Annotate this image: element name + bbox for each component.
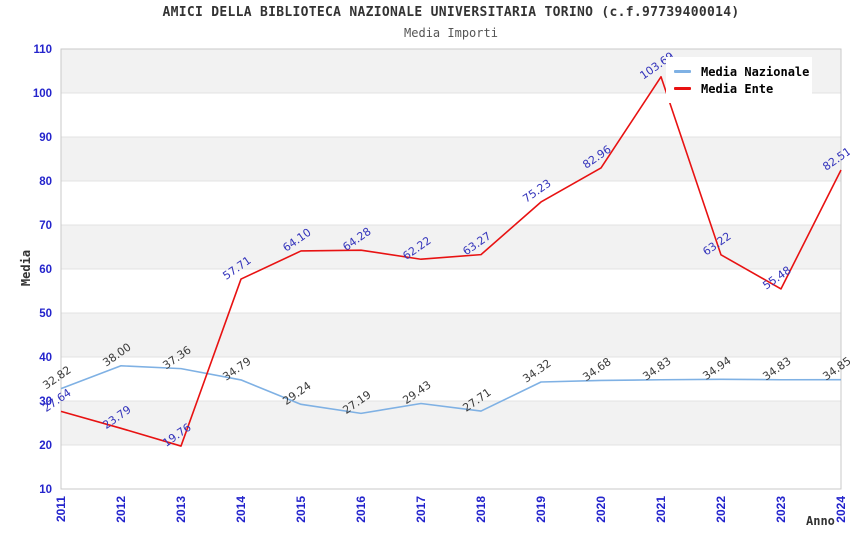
svg-text:2014: 2014 [234,496,248,523]
x-tick-labels: 2011 2012 2013 2014 2015 2016 2017 2018 2019 2020… [54,496,848,523]
legend-swatch-ente-icon [674,87,691,90]
legend-item-media-ente[interactable]: Media Ente [674,81,812,96]
svg-text:2011: 2011 [54,496,68,522]
svg-text:10: 10 [39,484,52,496]
svg-text:2017: 2017 [414,496,428,523]
legend-item-media-nazionale[interactable]: Media Nazionale [674,64,812,79]
plot-bands [61,49,841,445]
series-line [60,75,842,447]
svg-text:110: 110 [33,44,52,56]
svg-text:2015: 2015 [294,496,308,523]
x-axis-label: Anno [806,514,835,528]
plot-border [60,48,842,490]
svg-text:2022: 2022 [714,496,728,523]
svg-text:60: 60 [39,264,52,276]
svg-text:70: 70 [39,220,52,232]
series-line [60,364,842,415]
y-axis-label: Media [19,249,34,287]
svg-text:80: 80 [39,176,52,188]
svg-text:100: 100 [33,88,52,100]
svg-text:2023: 2023 [774,496,788,523]
legend-swatch-nazionale-icon [674,70,691,73]
svg-text:2021: 2021 [654,496,668,523]
svg-text:34.85: 34.85 [820,354,850,383]
svg-text:2013: 2013 [174,496,188,523]
svg-text:2024: 2024 [834,496,848,523]
svg-text:40: 40 [39,352,52,364]
chart-title: AMICI DELLA BIBLIOTECA NAZIONALE UNIVERS… [162,5,740,20]
svg-text:32.82: 32.82 [40,363,73,392]
legend-label-nazionale: Media Nazionale [701,64,810,79]
svg-text:2018: 2018 [474,496,488,523]
svg-text:50: 50 [39,308,52,320]
svg-text:90: 90 [39,132,52,144]
chart-subtitle: Media Importi [404,26,498,40]
svg-text:2016: 2016 [354,496,368,523]
svg-text:30: 30 [39,396,52,408]
svg-text:2012: 2012 [114,496,128,523]
svg-text:2020: 2020 [594,496,608,523]
svg-text:34.94: 34.94 [700,354,733,383]
y-tick-labels: 110 100 90 80 70 60 50 40 30 20 10 [33,44,52,496]
legend-label-ente: Media Ente [701,81,774,96]
svg-text:2019: 2019 [534,496,548,523]
legend: Media Nazionale Media Ente [666,57,812,103]
svg-text:20: 20 [39,440,52,452]
